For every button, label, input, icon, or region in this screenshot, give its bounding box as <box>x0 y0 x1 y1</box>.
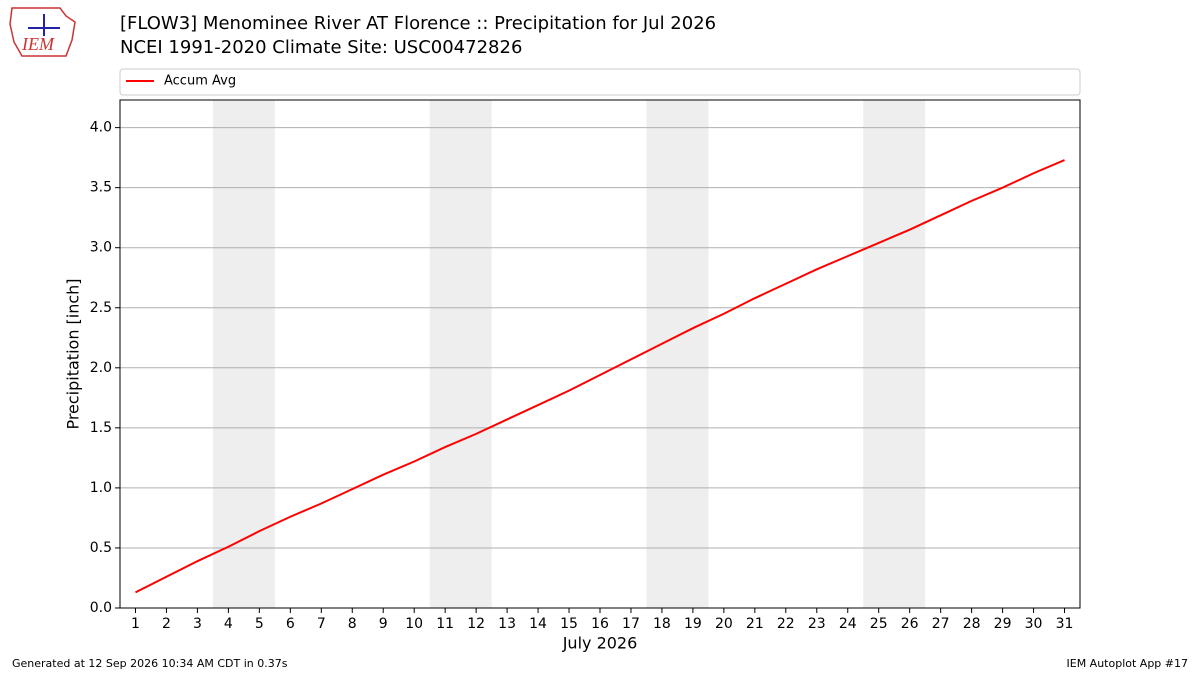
weekend-shade <box>212 100 275 608</box>
x-tick-label: 25 <box>870 616 888 632</box>
x-tick-label: 14 <box>529 616 547 632</box>
x-tick-label: 23 <box>808 616 826 632</box>
x-tick-label: 17 <box>622 616 640 632</box>
y-tick-label: 3.5 <box>90 180 112 196</box>
x-tick-label: 28 <box>963 616 981 632</box>
y-tick-label: 1.0 <box>90 480 112 496</box>
weekend-shade <box>863 100 926 608</box>
x-tick-label: 4 <box>224 616 233 632</box>
x-tick-label: 3 <box>193 616 202 632</box>
footer-left: Generated at 12 Sep 2026 10:34 AM CDT in… <box>12 657 288 670</box>
logo-outline <box>9 7 76 57</box>
chart-subtitle: NCEI 1991-2020 Climate Site: USC00472826 <box>120 37 522 58</box>
x-tick-label: 11 <box>436 616 454 632</box>
x-tick-label: 30 <box>1025 616 1043 632</box>
y-axis-label: Precipitation [inch] <box>64 278 83 429</box>
weekend-shade <box>646 100 709 608</box>
x-tick-label: 1 <box>131 616 140 632</box>
x-tick-label: 16 <box>591 616 609 632</box>
x-tick-label: 15 <box>560 616 578 632</box>
y-tick-label: 2.0 <box>90 360 112 376</box>
x-tick-label: 29 <box>994 616 1012 632</box>
x-tick-label: 10 <box>405 616 423 632</box>
x-tick-label: 22 <box>777 616 795 632</box>
x-axis-label: July 2026 <box>562 634 638 653</box>
footer-right: IEM Autoplot App #17 <box>1067 657 1189 670</box>
logo-text: IEM <box>21 34 55 54</box>
legend-box <box>119 68 1081 96</box>
weekend-shade <box>429 100 492 608</box>
x-tick-label: 2 <box>162 616 171 632</box>
chart-title: [FLOW3] Menominee River AT Florence :: P… <box>120 13 716 34</box>
x-tick-label: 24 <box>839 616 857 632</box>
x-tick-label: 9 <box>379 616 388 632</box>
plot-frame <box>119 99 1081 609</box>
x-tick-label: 21 <box>746 616 764 632</box>
x-tick-label: 26 <box>901 616 919 632</box>
x-tick-label: 27 <box>932 616 950 632</box>
y-tick-label: 0.0 <box>90 600 112 616</box>
data-line <box>135 159 1065 594</box>
y-tick-label: 4.0 <box>90 120 112 136</box>
y-tick-label: 3.0 <box>90 240 112 256</box>
x-tick-label: 20 <box>715 616 733 632</box>
x-tick-label: 12 <box>467 616 485 632</box>
x-tick-label: 13 <box>498 616 516 632</box>
y-tick-label: 0.5 <box>90 540 112 556</box>
y-tick-label: 2.5 <box>90 300 112 316</box>
x-tick-label: 6 <box>286 616 295 632</box>
logo: IEM <box>9 7 76 57</box>
x-tick-label: 8 <box>348 616 357 632</box>
x-tick-label: 18 <box>653 616 671 632</box>
x-tick-label: 31 <box>1056 616 1074 632</box>
legend-label: Accum Avg <box>164 74 236 89</box>
x-tick-label: 5 <box>255 616 264 632</box>
y-tick-label: 1.5 <box>90 420 112 436</box>
x-tick-label: 19 <box>684 616 702 632</box>
x-tick-label: 7 <box>317 616 326 632</box>
